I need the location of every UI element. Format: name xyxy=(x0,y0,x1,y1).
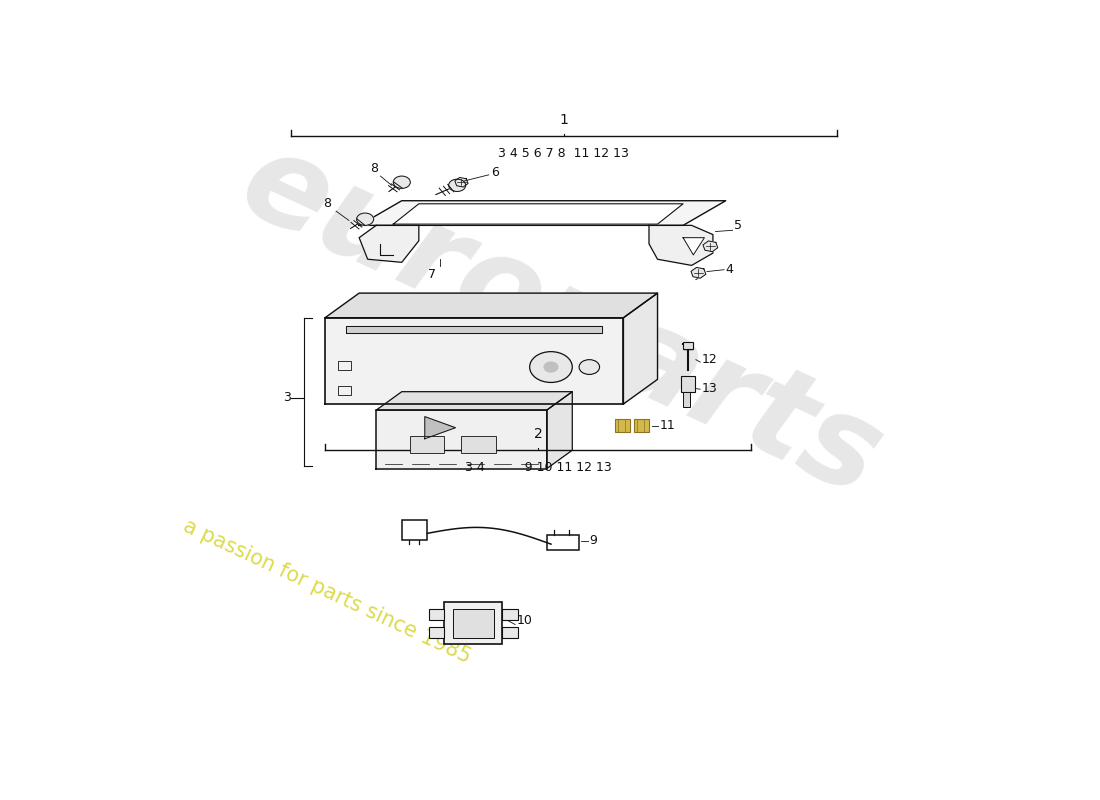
Polygon shape xyxy=(359,201,726,226)
Circle shape xyxy=(529,352,572,382)
Text: 1: 1 xyxy=(559,113,569,127)
Circle shape xyxy=(356,213,374,226)
Text: 12: 12 xyxy=(702,353,717,366)
Text: 9: 9 xyxy=(590,534,597,547)
Polygon shape xyxy=(444,602,503,644)
Polygon shape xyxy=(681,376,695,392)
Text: 10: 10 xyxy=(517,614,532,627)
Polygon shape xyxy=(503,627,518,638)
Text: 2: 2 xyxy=(534,427,542,441)
Text: 7: 7 xyxy=(428,269,436,282)
Text: 8: 8 xyxy=(371,162,378,175)
Text: 11: 11 xyxy=(659,419,675,432)
Text: 3 4          9 10 11 12 13: 3 4 9 10 11 12 13 xyxy=(465,462,612,474)
Polygon shape xyxy=(615,419,630,432)
Polygon shape xyxy=(346,326,602,333)
Polygon shape xyxy=(547,392,572,469)
Text: a passion for parts since 1985: a passion for parts since 1985 xyxy=(180,515,474,666)
Polygon shape xyxy=(376,392,572,410)
Text: 8: 8 xyxy=(322,197,331,210)
Polygon shape xyxy=(429,627,444,638)
Polygon shape xyxy=(410,436,444,454)
Text: europarts: europarts xyxy=(222,121,900,522)
Circle shape xyxy=(544,362,558,372)
Polygon shape xyxy=(634,419,649,432)
Text: 13: 13 xyxy=(702,382,717,395)
Circle shape xyxy=(449,179,465,191)
Polygon shape xyxy=(462,436,495,454)
Polygon shape xyxy=(683,238,704,255)
Polygon shape xyxy=(326,318,624,404)
Circle shape xyxy=(394,176,410,188)
Polygon shape xyxy=(624,293,658,404)
Polygon shape xyxy=(359,226,419,262)
Polygon shape xyxy=(425,417,455,439)
Text: 3 4 5 6 7 8  11 12 13: 3 4 5 6 7 8 11 12 13 xyxy=(498,147,629,160)
Polygon shape xyxy=(691,267,706,278)
Polygon shape xyxy=(683,342,693,349)
Polygon shape xyxy=(453,609,494,638)
Text: 6: 6 xyxy=(492,166,499,179)
Polygon shape xyxy=(683,392,690,407)
Polygon shape xyxy=(503,609,518,619)
Polygon shape xyxy=(326,293,658,318)
Polygon shape xyxy=(649,226,713,266)
Text: 4: 4 xyxy=(726,263,734,276)
Polygon shape xyxy=(376,410,547,469)
Polygon shape xyxy=(703,241,718,252)
Polygon shape xyxy=(455,178,468,187)
Circle shape xyxy=(579,360,600,374)
Polygon shape xyxy=(429,609,444,619)
Text: 5: 5 xyxy=(735,219,743,232)
Text: 3: 3 xyxy=(283,391,290,404)
Polygon shape xyxy=(394,204,683,224)
